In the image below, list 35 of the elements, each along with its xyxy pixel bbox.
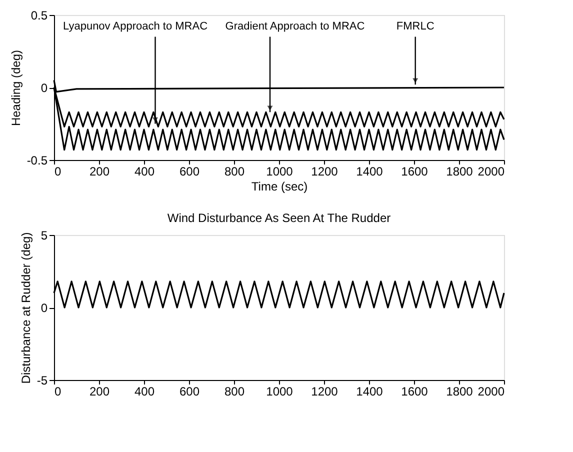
x-tick-label: 200: [89, 164, 110, 178]
x-tick-label: 200: [89, 384, 110, 398]
chart-title: Wind Disturbance As Seen At The Rudder: [167, 211, 391, 225]
x-tick-label: 600: [179, 164, 200, 178]
y-tick-label: 0.5: [30, 8, 48, 22]
x-axis-title: Time (sec): [251, 180, 308, 194]
x-tick-label: 1200: [311, 384, 338, 398]
y-tick-label: 0: [40, 81, 48, 95]
annotation: FMRLC: [396, 20, 434, 33]
x-tick-label: 0: [54, 384, 62, 398]
x-tick-label: 1600: [401, 384, 428, 398]
x-tick-label: 2000: [478, 164, 505, 178]
x-tick-label: 1800: [446, 384, 474, 398]
x-tick-label: 0: [54, 164, 62, 178]
annotation: Gradient Approach to MRAC: [225, 20, 365, 33]
y-tick-label: 0: [40, 301, 48, 315]
y-axis-title: Heading (deg): [8, 50, 23, 126]
x-tick-label: 1400: [356, 164, 384, 178]
y-axis-title: Disturbance at Rudder (deg): [18, 232, 33, 384]
y-tick-label: -5: [36, 374, 48, 388]
x-tick-label: 400: [134, 164, 155, 178]
x-tick-label: 800: [224, 164, 245, 178]
x-tick-label: 1000: [266, 164, 294, 178]
x-tick-label: 600: [179, 384, 200, 398]
x-tick-label: 1800: [446, 164, 474, 178]
x-tick-label: 1400: [356, 384, 384, 398]
annotation: Lyapunov Approach to MRAC: [62, 20, 208, 33]
x-tick-label: 800: [224, 384, 245, 398]
x-tick-label: 1600: [401, 164, 428, 178]
x-tick-label: 400: [134, 384, 155, 398]
x-tick-label: 1000: [266, 384, 294, 398]
y-tick-label: -0.5: [26, 154, 48, 168]
y-tick-label: 5: [40, 228, 48, 242]
x-tick-label: 1200: [311, 164, 338, 178]
x-tick-label: 2000: [478, 384, 505, 398]
